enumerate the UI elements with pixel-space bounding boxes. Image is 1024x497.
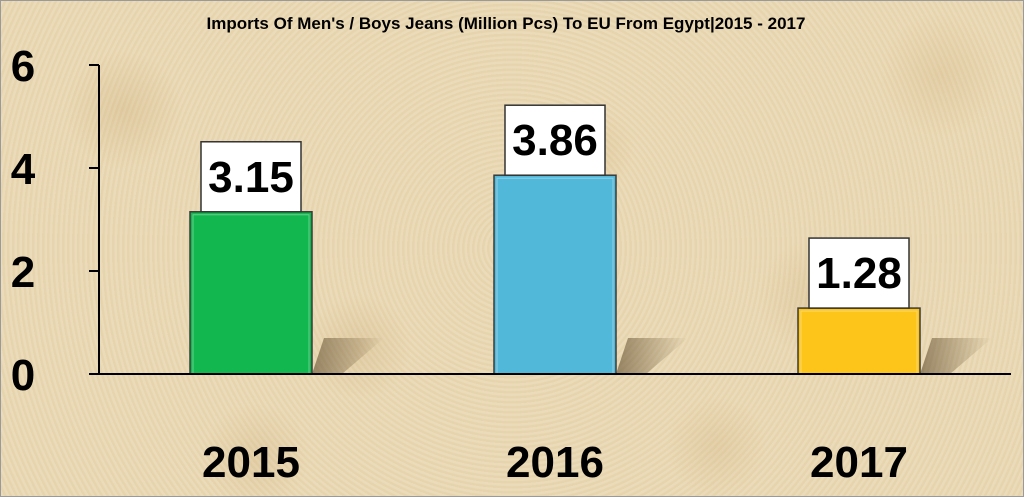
y-tick-label: 6 [11,42,35,91]
bar-shadow [920,338,992,374]
x-tick-label: 2015 [202,438,300,487]
bar-shadow [616,338,688,374]
chart-axes: 2015 2016 2017 0 2 4 6 [11,42,1011,487]
y-tick-label: 4 [11,145,36,194]
bar-2016 [493,174,617,375]
bar-2015 [189,211,313,375]
x-tick-label: 2017 [810,438,908,487]
y-tick-label: 2 [11,248,35,297]
data-label-box [808,237,910,309]
data-label-box [504,104,606,176]
chart-marks: 3.15 3.86 1.28 [189,104,992,375]
data-label-box [200,141,302,213]
y-tick-label: 0 [11,351,35,400]
bar-shadow [312,338,384,374]
data-label: 3.15 [208,153,294,202]
chart-title: Imports Of Men's / Boys Jeans (Million P… [207,14,806,33]
data-label: 1.28 [816,249,902,298]
x-tick-label: 2016 [506,438,604,487]
bar-2017 [797,307,921,375]
data-label: 3.86 [512,116,598,165]
